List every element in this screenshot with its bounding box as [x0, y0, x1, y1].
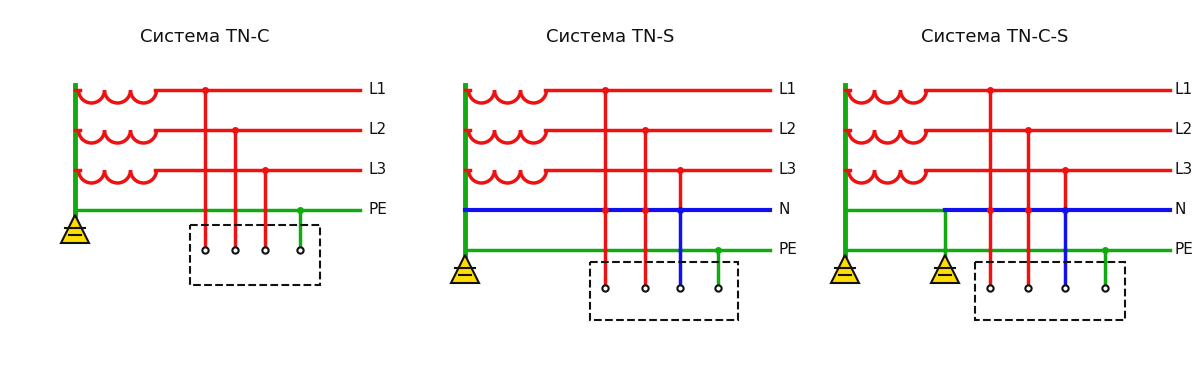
Text: L3: L3 [778, 163, 797, 177]
Polygon shape [830, 255, 859, 283]
Text: Система TN-C-S: Система TN-C-S [922, 28, 1069, 46]
Text: L3: L3 [368, 163, 386, 177]
Text: N: N [778, 203, 790, 217]
Text: PE: PE [368, 203, 386, 217]
Polygon shape [61, 215, 89, 243]
Text: N: N [1175, 203, 1187, 217]
Text: Система TN-S: Система TN-S [546, 28, 674, 46]
Text: L1: L1 [368, 82, 386, 98]
Text: PE: PE [778, 242, 797, 258]
Text: PE: PE [1175, 242, 1194, 258]
Text: L2: L2 [778, 122, 796, 138]
Text: L1: L1 [778, 82, 796, 98]
Text: L2: L2 [1175, 122, 1193, 138]
Text: L1: L1 [1175, 82, 1193, 98]
Polygon shape [931, 255, 959, 283]
Polygon shape [451, 255, 479, 283]
Text: Система TN-C: Система TN-C [140, 28, 270, 46]
Text: L3: L3 [1175, 163, 1193, 177]
Text: L2: L2 [368, 122, 386, 138]
